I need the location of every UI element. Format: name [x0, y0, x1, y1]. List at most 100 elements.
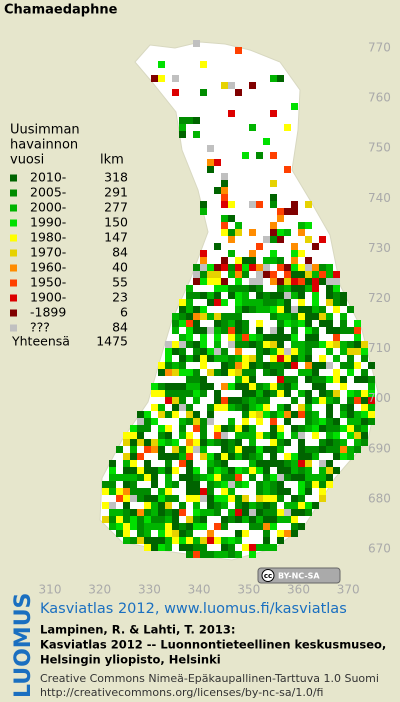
grid-cell [298, 390, 305, 397]
grid-cell [298, 467, 305, 474]
grid-cell [256, 432, 263, 439]
grid-cell [137, 488, 144, 495]
grid-cell [193, 40, 200, 47]
grid-cell [200, 453, 207, 460]
grid-cell [186, 551, 193, 558]
grid-cell [270, 271, 277, 278]
grid-cell [158, 425, 165, 432]
grid-cell [291, 208, 298, 215]
grid-cell [228, 264, 235, 271]
grid-cell [298, 229, 305, 236]
grid-cell [179, 313, 186, 320]
grid-cell [333, 334, 340, 341]
grid-cell [270, 313, 277, 320]
grid-cell [284, 530, 291, 537]
grid-cell [123, 453, 130, 460]
grid-cell [270, 425, 277, 432]
grid-cell [221, 229, 228, 236]
grid-cell [123, 502, 130, 509]
grid-cell [242, 257, 249, 264]
grid-cell [277, 341, 284, 348]
grid-cell [340, 348, 347, 355]
grid-cell [235, 89, 242, 96]
grid-cell [158, 439, 165, 446]
grid-cell [354, 327, 361, 334]
grid-cell [277, 292, 284, 299]
grid-cell [263, 383, 270, 390]
grid-cell [256, 320, 263, 327]
grid-cell [291, 250, 298, 257]
grid-cell [270, 194, 277, 201]
grid-cell [333, 271, 340, 278]
grid-cell [354, 376, 361, 383]
grid-cell [228, 341, 235, 348]
grid-cell [165, 411, 172, 418]
grid-cell [179, 299, 186, 306]
grid-cell [277, 299, 284, 306]
grid-cell [298, 502, 305, 509]
grid-cell [172, 439, 179, 446]
grid-cell [277, 467, 284, 474]
grid-cell [200, 341, 207, 348]
grid-cell [298, 446, 305, 453]
grid-cell [221, 432, 228, 439]
grid-cell [312, 432, 319, 439]
grid-cell [221, 187, 228, 194]
grid-cell [179, 460, 186, 467]
grid-cell [256, 327, 263, 334]
x-coordinate-label: 340 [188, 583, 211, 597]
grid-cell [270, 236, 277, 243]
grid-cell [193, 474, 200, 481]
grid-cell [305, 467, 312, 474]
grid-cell [186, 446, 193, 453]
grid-cell [228, 250, 235, 257]
grid-cell [242, 425, 249, 432]
grid-cell [256, 404, 263, 411]
grid-cell [291, 432, 298, 439]
grid-cell [235, 530, 242, 537]
grid-cell [214, 551, 221, 558]
grid-cell [333, 285, 340, 292]
grid-cell [235, 285, 242, 292]
grid-cell [326, 425, 333, 432]
grid-cell [172, 509, 179, 516]
grid-cell [347, 327, 354, 334]
grid-cell [249, 544, 256, 551]
grid-cell [242, 327, 249, 334]
grid-cell [130, 460, 137, 467]
grid-cell [235, 278, 242, 285]
grid-cell [172, 89, 179, 96]
grid-cell [312, 292, 319, 299]
grid-cell [186, 411, 193, 418]
grid-cell [165, 516, 172, 523]
grid-cell [326, 411, 333, 418]
grid-cell [312, 446, 319, 453]
grid-cell [207, 159, 214, 166]
grid-cell [235, 474, 242, 481]
grid-cell [235, 299, 242, 306]
grid-cell [319, 495, 326, 502]
grid-cell [298, 369, 305, 376]
grid-cell [270, 474, 277, 481]
grid-cell [158, 446, 165, 453]
grid-cell [137, 516, 144, 523]
grid-cell [305, 341, 312, 348]
grid-cell [158, 404, 165, 411]
grid-cell [361, 341, 368, 348]
grid-cell [291, 467, 298, 474]
grid-cell [172, 537, 179, 544]
grid-cell [319, 397, 326, 404]
grid-cell [200, 537, 207, 544]
grid-cell [207, 530, 214, 537]
grid-cell [193, 495, 200, 502]
grid-cell [235, 537, 242, 544]
grid-cell [193, 292, 200, 299]
grid-cell [151, 544, 158, 551]
grid-cell [144, 495, 151, 502]
grid-cell [326, 481, 333, 488]
grid-cell [242, 509, 249, 516]
grid-cell [270, 488, 277, 495]
grid-cell [165, 523, 172, 530]
grid-cell [333, 341, 340, 348]
grid-cell [130, 453, 137, 460]
